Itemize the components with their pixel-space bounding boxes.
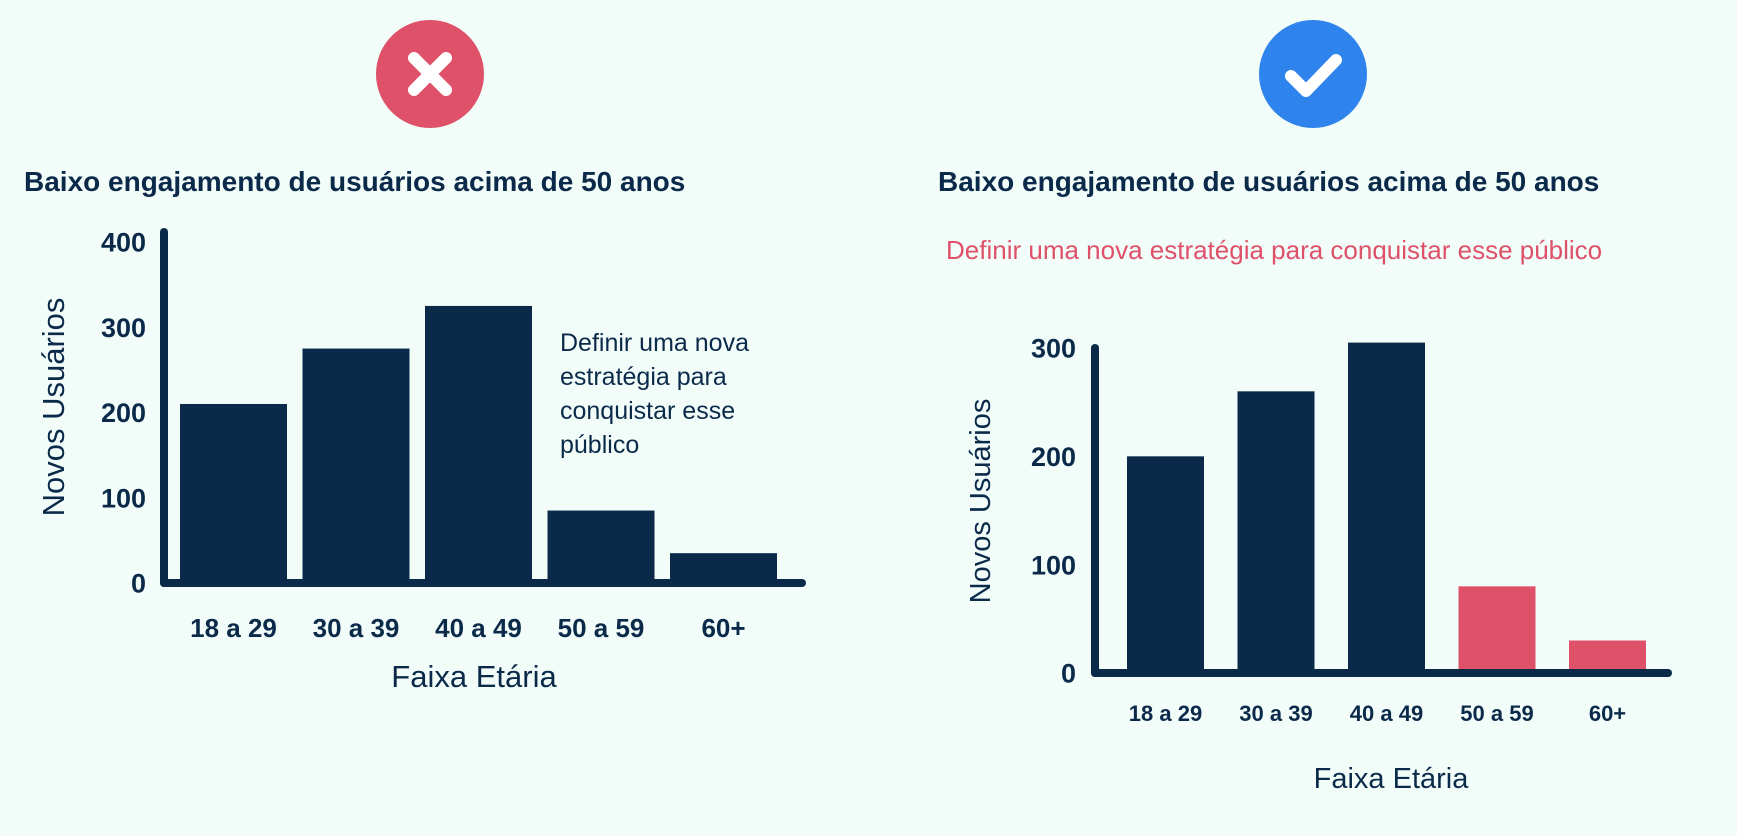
x-tick-label: 50 a 59 (1460, 701, 1533, 726)
right-panel: Baixo engajamento de usuários acima de 5… (868, 0, 1737, 836)
y-tick-label: 0 (1061, 659, 1076, 689)
y-tick-label: 100 (1031, 550, 1076, 580)
y-axis-label: Novos Usuários (965, 399, 997, 604)
y-tick-label: 300 (1031, 334, 1076, 364)
error-badge (376, 20, 484, 128)
x-tick-label: 30 a 39 (1239, 701, 1312, 726)
x-axis-label: Faixa Etária (1314, 763, 1470, 795)
right-bar-chart: 0 100 200 300 18 a 29 30 a 39 40 a 49 50 a 59 60… (965, 334, 1672, 795)
bar-18-a-29 (180, 403, 287, 583)
check-icon (1259, 20, 1367, 128)
y-tick-label: 100 (101, 483, 146, 513)
x-tick-label: 40 a 49 (435, 613, 522, 643)
y-tick-label: 200 (1031, 442, 1076, 472)
x-tick-label: 18 a 29 (1129, 701, 1202, 726)
x-tick-label: 50 a 59 (558, 613, 645, 643)
bar-60- (670, 553, 777, 583)
y-tick-label: 0 (131, 569, 146, 599)
right-chart-subtitle: Definir uma nova estratégia para conquis… (946, 235, 1603, 265)
left-chart-title: Baixo engajamento de usuários acima de 5… (24, 166, 686, 197)
left-bar-chart: 0 100 200 300 400 18 a 29 30 a 39 40 a 49 50 a 5… (36, 228, 806, 694)
bar-18-a-29 (1127, 456, 1204, 673)
y-tick-label: 300 (101, 313, 146, 343)
bar-50-a-59 (547, 510, 655, 583)
left-panel: Baixo engajamento de usuários acima de 5… (0, 0, 868, 836)
x-icon (376, 20, 484, 128)
x-tick-label: 18 a 29 (190, 613, 277, 643)
bar-40-a-49 (425, 305, 532, 583)
y-tick-label: 400 (101, 228, 146, 258)
x-tick-label: 60+ (1589, 701, 1626, 726)
annotation-line: estratégia para (560, 363, 727, 391)
bar-50-a-59 (1458, 586, 1536, 673)
bar-30-a-39 (1237, 391, 1315, 673)
x-tick-label: 40 a 49 (1350, 701, 1423, 726)
annotation-line: Definir uma nova (560, 329, 749, 357)
success-badge (1259, 20, 1367, 128)
y-axis-label: Novos Usuários (36, 298, 71, 517)
annotation-line: público (560, 431, 640, 459)
bar-40-a-49 (1348, 342, 1425, 673)
annotation-line: conquistar esse (560, 397, 736, 425)
x-axis-label: Faixa Etária (391, 659, 557, 694)
x-tick-label: 30 a 39 (313, 613, 400, 643)
y-tick-label: 200 (101, 398, 146, 428)
right-chart-title: Baixo engajamento de usuários acima de 5… (938, 166, 1600, 197)
left-annotation: Definir uma nova estratégia para conquis… (560, 326, 749, 462)
x-tick-label: 60+ (701, 613, 745, 643)
bar-30-a-39 (302, 348, 410, 583)
bar-60- (1569, 640, 1646, 673)
